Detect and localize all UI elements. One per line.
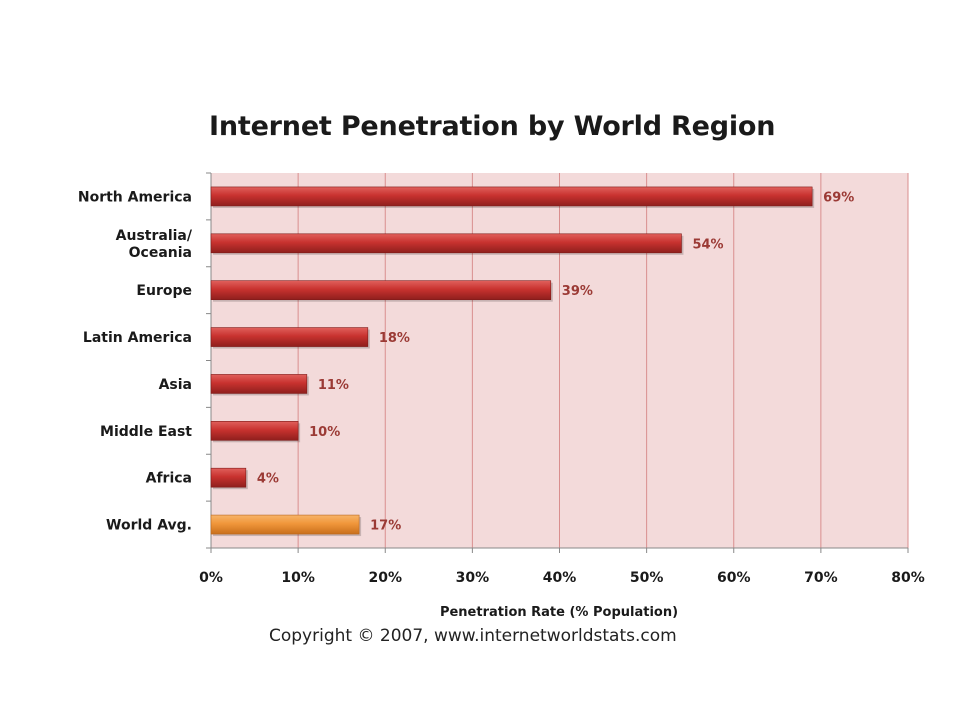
category-label: Asia <box>159 377 192 393</box>
copyright-notice: Copyright © 2007, www.internetworldstats… <box>269 626 677 646</box>
x-tick-label: 80% <box>891 570 925 586</box>
labels: 0% 10% 20% 30% 40% 50% 60% 70% 80% North America 6… <box>78 189 925 586</box>
x-tick-label: 70% <box>804 570 838 586</box>
x-tick-label: 0% <box>199 570 223 586</box>
bar <box>210 280 552 300</box>
x-tick-label: 20% <box>368 570 402 586</box>
bar <box>210 421 299 441</box>
x-tick-label: 50% <box>630 570 664 586</box>
category-label: Oceania <box>129 245 192 261</box>
category-label: Africa <box>146 471 192 487</box>
bars <box>210 186 815 537</box>
x-tick-label: 60% <box>717 570 751 586</box>
bar <box>210 374 308 394</box>
bar <box>210 233 682 254</box>
x-tick-label: 30% <box>456 570 490 586</box>
category-label: Australia/ <box>116 228 193 244</box>
data-label: 10% <box>309 425 340 440</box>
data-label: 54% <box>692 237 723 252</box>
data-label: 18% <box>379 331 410 346</box>
category-label: Europe <box>136 283 192 299</box>
category-label: North America <box>78 189 192 205</box>
x-tick-label: 40% <box>543 570 577 586</box>
category-label: World Avg. <box>106 518 192 534</box>
bar-world-avg <box>210 514 360 535</box>
category-label: Middle East <box>100 424 192 440</box>
chart-title: Internet Penetration by World Region <box>209 111 776 142</box>
bar <box>210 327 369 347</box>
data-label: 17% <box>370 519 401 534</box>
data-label: 39% <box>562 284 593 299</box>
data-label: 4% <box>257 472 279 487</box>
x-axis-title: Penetration Rate (% Population) <box>440 605 678 620</box>
data-label: 11% <box>318 378 349 393</box>
data-label: 69% <box>823 190 854 205</box>
bar <box>210 186 813 207</box>
bar <box>210 467 247 488</box>
x-tick-label: 10% <box>281 570 315 586</box>
category-label: Latin America <box>83 330 192 346</box>
